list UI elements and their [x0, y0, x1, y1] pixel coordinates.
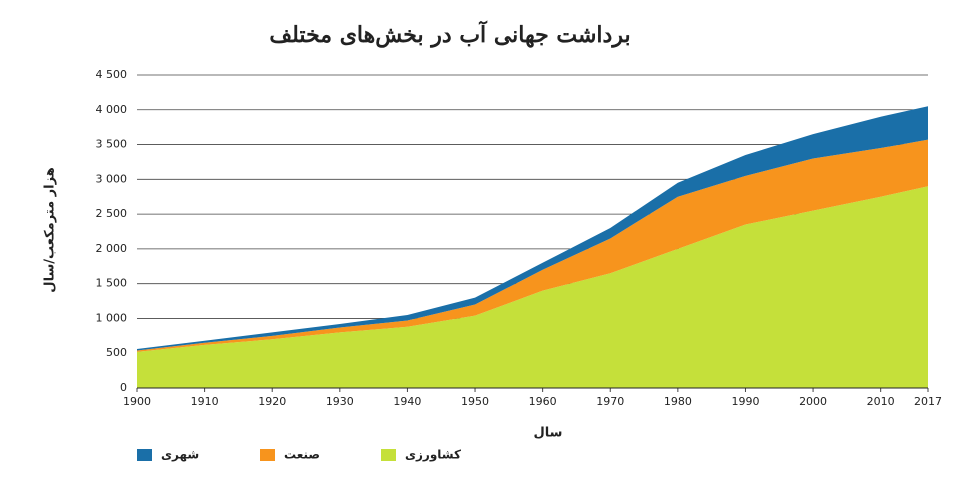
x-tick-label: 1990 [731, 395, 759, 408]
y-tick-label: 2 500 [96, 207, 128, 220]
legend-swatch [260, 449, 275, 461]
y-tick-label: 2 000 [96, 242, 128, 255]
x-tick-label: 1910 [191, 395, 219, 408]
x-tick-label: 1970 [596, 395, 624, 408]
x-tick-label: 2017 [914, 395, 942, 408]
x-axis-title: سال [534, 426, 563, 441]
y-axis-title: هزار مترمکعب/سال [43, 167, 58, 292]
legend-text: شهری [161, 448, 199, 462]
legend-swatch [381, 449, 396, 461]
x-tick-label: 1900 [123, 395, 151, 408]
chart-title: برداشت جهانی آب در بخش‌های مختلف [269, 20, 630, 48]
legend-swatch [137, 449, 152, 461]
x-tick-label: 1930 [326, 395, 354, 408]
y-tick-label: 4 000 [96, 103, 128, 116]
area [137, 139, 928, 352]
y-tick-label: 3 000 [96, 172, 128, 185]
x-tick-label: 1940 [393, 395, 421, 408]
legend-text: صنعت [284, 448, 320, 462]
y-tick-label: 500 [106, 346, 127, 359]
x-tick-label: 1960 [529, 395, 557, 408]
y-tick-label: 4 500 [96, 68, 128, 81]
x-tick-label: 2010 [867, 395, 895, 408]
x-tick-label: 2000 [799, 395, 827, 408]
legend-text: کشاورزی [405, 448, 461, 463]
x-tick-label: 1950 [461, 395, 489, 408]
y-tick-label: 3 500 [96, 138, 128, 151]
x-tick-label: 1920 [258, 395, 286, 408]
area [137, 186, 928, 388]
x-tick-label: 1980 [664, 395, 692, 408]
y-tick-label: 1 000 [96, 311, 128, 324]
area [137, 106, 928, 351]
y-tick-label: 0 [120, 381, 127, 394]
y-tick-label: 1 500 [96, 277, 128, 290]
